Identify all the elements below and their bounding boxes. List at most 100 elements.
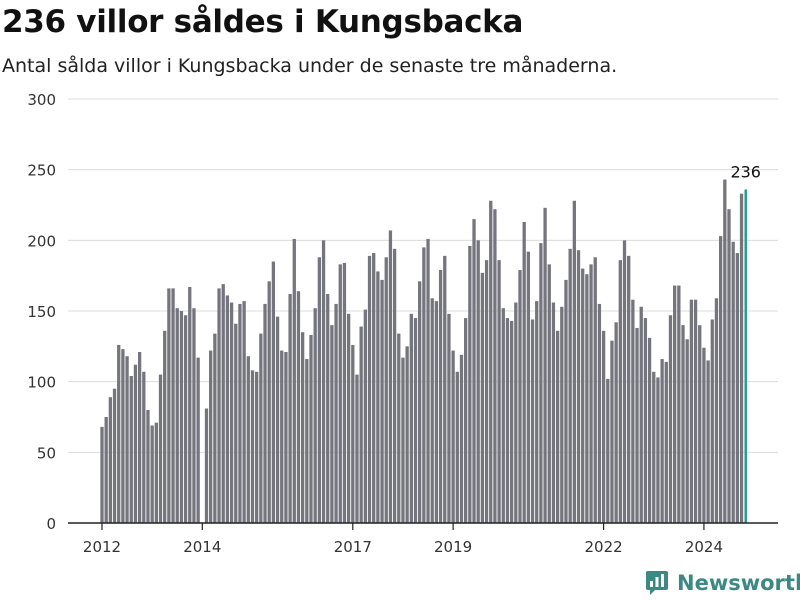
y-tick-label: 150: [27, 303, 56, 321]
bar: [555, 330, 560, 523]
bar: [472, 219, 476, 523]
bar: [714, 298, 719, 523]
bar: [250, 370, 255, 523]
bar: [163, 330, 167, 523]
bar: [489, 200, 493, 523]
bar: [363, 309, 367, 523]
bar: [505, 318, 510, 523]
bar: [112, 388, 117, 523]
bar: [664, 361, 668, 523]
bar: [443, 255, 447, 523]
bars: [100, 179, 747, 524]
bar: [543, 207, 547, 523]
bar: [635, 327, 639, 523]
bar: [639, 306, 643, 523]
bar: [451, 350, 455, 523]
bar: [706, 360, 710, 523]
bar: [597, 303, 602, 523]
bar: [526, 251, 531, 523]
y-axis-tick-labels: 0 50 100 150 200 250 300: [27, 91, 56, 533]
bar: [342, 262, 347, 523]
bar: [601, 330, 606, 523]
bar: [167, 288, 171, 523]
bar: [196, 357, 200, 523]
bar: [418, 281, 422, 523]
bar: [179, 311, 184, 523]
bar: [535, 301, 539, 523]
bar: [188, 286, 192, 523]
bar: [284, 351, 288, 523]
bar: [380, 279, 384, 523]
newsworthy-logo-icon: [646, 571, 668, 595]
bar: [338, 264, 342, 523]
bar: [367, 255, 372, 523]
bar: [271, 261, 276, 523]
bar: [305, 359, 309, 523]
bar: [438, 270, 443, 523]
bar: [296, 291, 301, 523]
bar: [246, 356, 250, 523]
bar: [501, 308, 505, 523]
bar: [589, 264, 593, 523]
bar: [401, 357, 405, 523]
bar: [459, 354, 464, 523]
bar: [263, 303, 267, 523]
bar: [288, 294, 292, 523]
bar: [221, 284, 225, 523]
bar: [547, 264, 551, 523]
bar: [217, 288, 221, 523]
bar: [267, 281, 271, 523]
highlight-bar: [744, 189, 747, 523]
x-tick-label: 2012: [83, 538, 121, 556]
chart-title: 236 villor såldes i Kungsbacka: [2, 4, 524, 40]
bar: [656, 377, 660, 523]
bar: [673, 285, 677, 523]
bar: [430, 298, 434, 523]
y-tick-label: 200: [27, 232, 56, 250]
bar: [681, 325, 685, 523]
x-tick-label: 2017: [334, 538, 372, 556]
bar: [355, 374, 359, 523]
bar: [530, 319, 535, 523]
bar: [468, 245, 472, 523]
bar: [627, 255, 631, 523]
brand-logo: Newsworthy: [645, 567, 800, 599]
bar: [480, 272, 485, 523]
bar: [422, 247, 426, 523]
bar: [234, 323, 238, 523]
bar: [192, 308, 196, 523]
bar: [647, 337, 652, 523]
bar: [735, 253, 740, 523]
bar: [372, 253, 376, 523]
bar: [643, 318, 648, 523]
bar: [317, 257, 322, 523]
bar: [702, 347, 706, 523]
bar: [388, 230, 393, 523]
bar: [660, 359, 664, 523]
y-tick-label: 0: [46, 515, 56, 533]
bar: [689, 299, 694, 523]
bar: [142, 371, 146, 523]
bar: [484, 260, 489, 523]
bar: [292, 238, 296, 524]
bar: [685, 339, 689, 523]
bar: [551, 302, 556, 523]
bar: [576, 250, 581, 523]
bar: [171, 288, 175, 523]
bar: [133, 364, 138, 523]
bar: [731, 241, 735, 523]
bar: [572, 200, 576, 523]
bar: [384, 257, 388, 523]
bar: [334, 303, 338, 523]
y-tick-label: 100: [27, 374, 56, 392]
x-tick-label: 2019: [434, 538, 472, 556]
bar: [509, 320, 514, 523]
bar: [405, 346, 409, 523]
bar: [183, 315, 188, 523]
bar: [593, 257, 597, 523]
bar: [259, 333, 263, 523]
bar: [137, 351, 142, 523]
bar: [117, 344, 121, 523]
bar: [125, 356, 129, 523]
